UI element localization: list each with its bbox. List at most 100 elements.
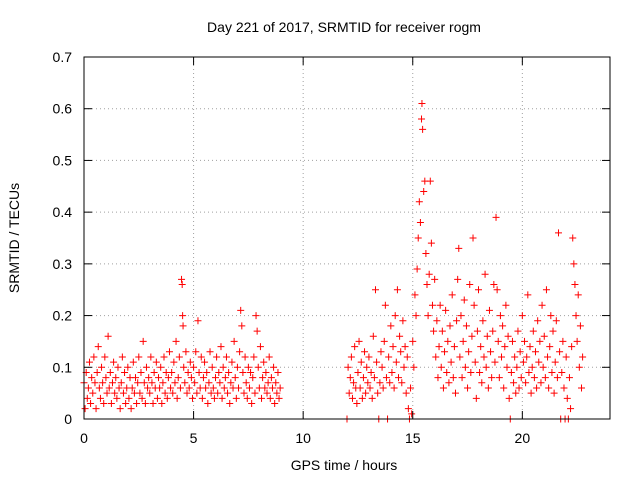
data-point xyxy=(471,358,479,366)
data-point xyxy=(247,368,255,376)
data-point xyxy=(534,317,542,325)
data-point xyxy=(137,368,145,376)
data-point xyxy=(236,348,244,356)
plot-frame xyxy=(83,56,611,420)
data-point xyxy=(181,379,189,387)
data-point xyxy=(191,379,199,387)
data-point xyxy=(480,353,488,361)
data-point xyxy=(146,389,154,397)
data-point xyxy=(478,379,486,387)
data-point xyxy=(91,379,99,387)
data-point xyxy=(232,394,240,402)
data-point xyxy=(173,394,181,402)
data-point xyxy=(476,368,484,376)
data-point xyxy=(541,374,549,382)
data-point xyxy=(386,379,394,387)
data-point xyxy=(364,379,372,387)
data-point xyxy=(107,399,115,407)
data-point xyxy=(493,286,501,294)
data-point xyxy=(546,343,554,351)
x-tick-label: 15 xyxy=(405,430,421,446)
data-point xyxy=(528,363,536,371)
data-point xyxy=(367,368,375,376)
data-point xyxy=(565,374,573,382)
data-point xyxy=(139,337,147,345)
data-point xyxy=(180,363,188,371)
data-point xyxy=(182,348,190,356)
data-point xyxy=(138,394,146,402)
data-point xyxy=(389,343,397,351)
data-point xyxy=(402,389,410,397)
data-point xyxy=(484,384,492,392)
data-point xyxy=(142,363,150,371)
data-point xyxy=(244,363,252,371)
data-point xyxy=(576,322,584,330)
axis-ticks: 0 0.1 0.2 0.3 0.4 0.5 0.6 0.7 0 5 10 15 20 xyxy=(53,49,610,446)
data-point xyxy=(176,384,184,392)
data-point xyxy=(218,394,226,402)
data-point xyxy=(174,374,182,382)
data-point xyxy=(479,317,487,325)
data-point xyxy=(156,384,164,392)
data-point xyxy=(167,384,175,392)
data-point xyxy=(392,358,400,366)
data-point xyxy=(435,343,443,351)
data-point xyxy=(233,363,241,371)
data-point xyxy=(376,379,384,387)
data-point xyxy=(241,353,249,361)
data-point xyxy=(225,368,233,376)
data-point xyxy=(116,405,124,413)
data-point xyxy=(500,384,508,392)
data-point xyxy=(568,343,576,351)
data-point xyxy=(175,353,183,361)
data-point xyxy=(548,368,556,376)
data-point xyxy=(155,374,163,382)
data-point xyxy=(89,389,97,397)
data-point xyxy=(393,286,401,294)
x-tick-label: 0 xyxy=(80,430,88,446)
grid xyxy=(84,57,610,419)
data-point xyxy=(351,343,359,351)
data-point xyxy=(508,337,516,345)
data-point xyxy=(488,374,496,382)
data-point xyxy=(483,332,491,340)
data-point xyxy=(403,353,411,361)
data-point xyxy=(466,281,474,289)
data-point xyxy=(560,384,568,392)
data-point xyxy=(354,368,362,376)
data-point xyxy=(573,337,581,345)
data-point xyxy=(92,405,100,413)
data-point xyxy=(348,394,356,402)
data-point xyxy=(276,384,284,392)
data-point xyxy=(416,218,424,226)
data-point xyxy=(347,353,355,361)
data-point xyxy=(270,363,278,371)
data-point xyxy=(481,270,489,278)
data-point xyxy=(371,286,379,294)
data-point xyxy=(450,343,458,351)
data-point xyxy=(460,296,468,304)
data-point xyxy=(183,389,191,397)
data-point xyxy=(193,389,201,397)
data-point xyxy=(346,374,354,382)
data-point xyxy=(119,389,127,397)
data-point xyxy=(537,379,545,387)
data-point xyxy=(414,234,422,242)
data-point xyxy=(245,384,253,392)
data-point xyxy=(418,100,426,108)
data-point xyxy=(499,322,507,330)
data-point xyxy=(81,405,89,413)
data-point xyxy=(563,394,571,402)
data-point xyxy=(215,368,223,376)
data-point xyxy=(428,301,436,309)
data-point xyxy=(159,379,167,387)
data-point xyxy=(456,353,464,361)
data-point xyxy=(353,399,361,407)
data-point xyxy=(178,281,186,289)
data-point xyxy=(502,301,510,309)
data-point xyxy=(110,358,118,366)
data-point xyxy=(511,353,519,361)
data-point xyxy=(533,384,541,392)
data-point xyxy=(150,368,158,376)
data-point xyxy=(430,327,438,335)
